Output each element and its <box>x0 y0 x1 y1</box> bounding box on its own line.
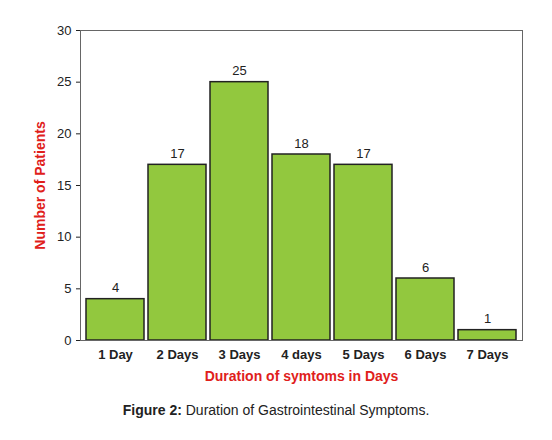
svg-text:Duration of symtoms in Days: Duration of symtoms in Days <box>205 368 399 384</box>
svg-text:17: 17 <box>170 146 184 161</box>
html-text:Figure 2: Duration of Gastroin: Figure 2: Duration of Gastrointestinal S… <box>122 402 430 418</box>
svg-text:3 Days: 3 Days <box>219 347 261 362</box>
svg-text:18: 18 <box>294 136 308 151</box>
svg-text:5: 5 <box>64 281 71 296</box>
svg-text:20: 20 <box>57 126 71 141</box>
svg-text:2 Days: 2 Days <box>157 347 199 362</box>
svg-text:1: 1 <box>484 311 491 326</box>
svg-text:25: 25 <box>57 74 71 89</box>
svg-text:25: 25 <box>232 63 246 78</box>
svg-text:0: 0 <box>64 333 71 348</box>
svg-text:7 Days: 7 Days <box>467 347 509 362</box>
svg-text:6 Days: 6 Days <box>405 347 447 362</box>
svg-text:10: 10 <box>57 229 71 244</box>
svg-text:30: 30 <box>57 23 71 38</box>
svg-text:4 days: 4 days <box>281 347 321 362</box>
svg-text:17: 17 <box>356 146 370 161</box>
svg-text:Number of Patients: Number of Patients <box>32 121 48 250</box>
svg-text:5 Days: 5 Days <box>343 347 385 362</box>
svg-text:1 Day: 1 Day <box>98 347 133 362</box>
svg-text:15: 15 <box>57 178 71 193</box>
svg-text:4: 4 <box>112 280 119 295</box>
svg-text:6: 6 <box>422 260 429 275</box>
